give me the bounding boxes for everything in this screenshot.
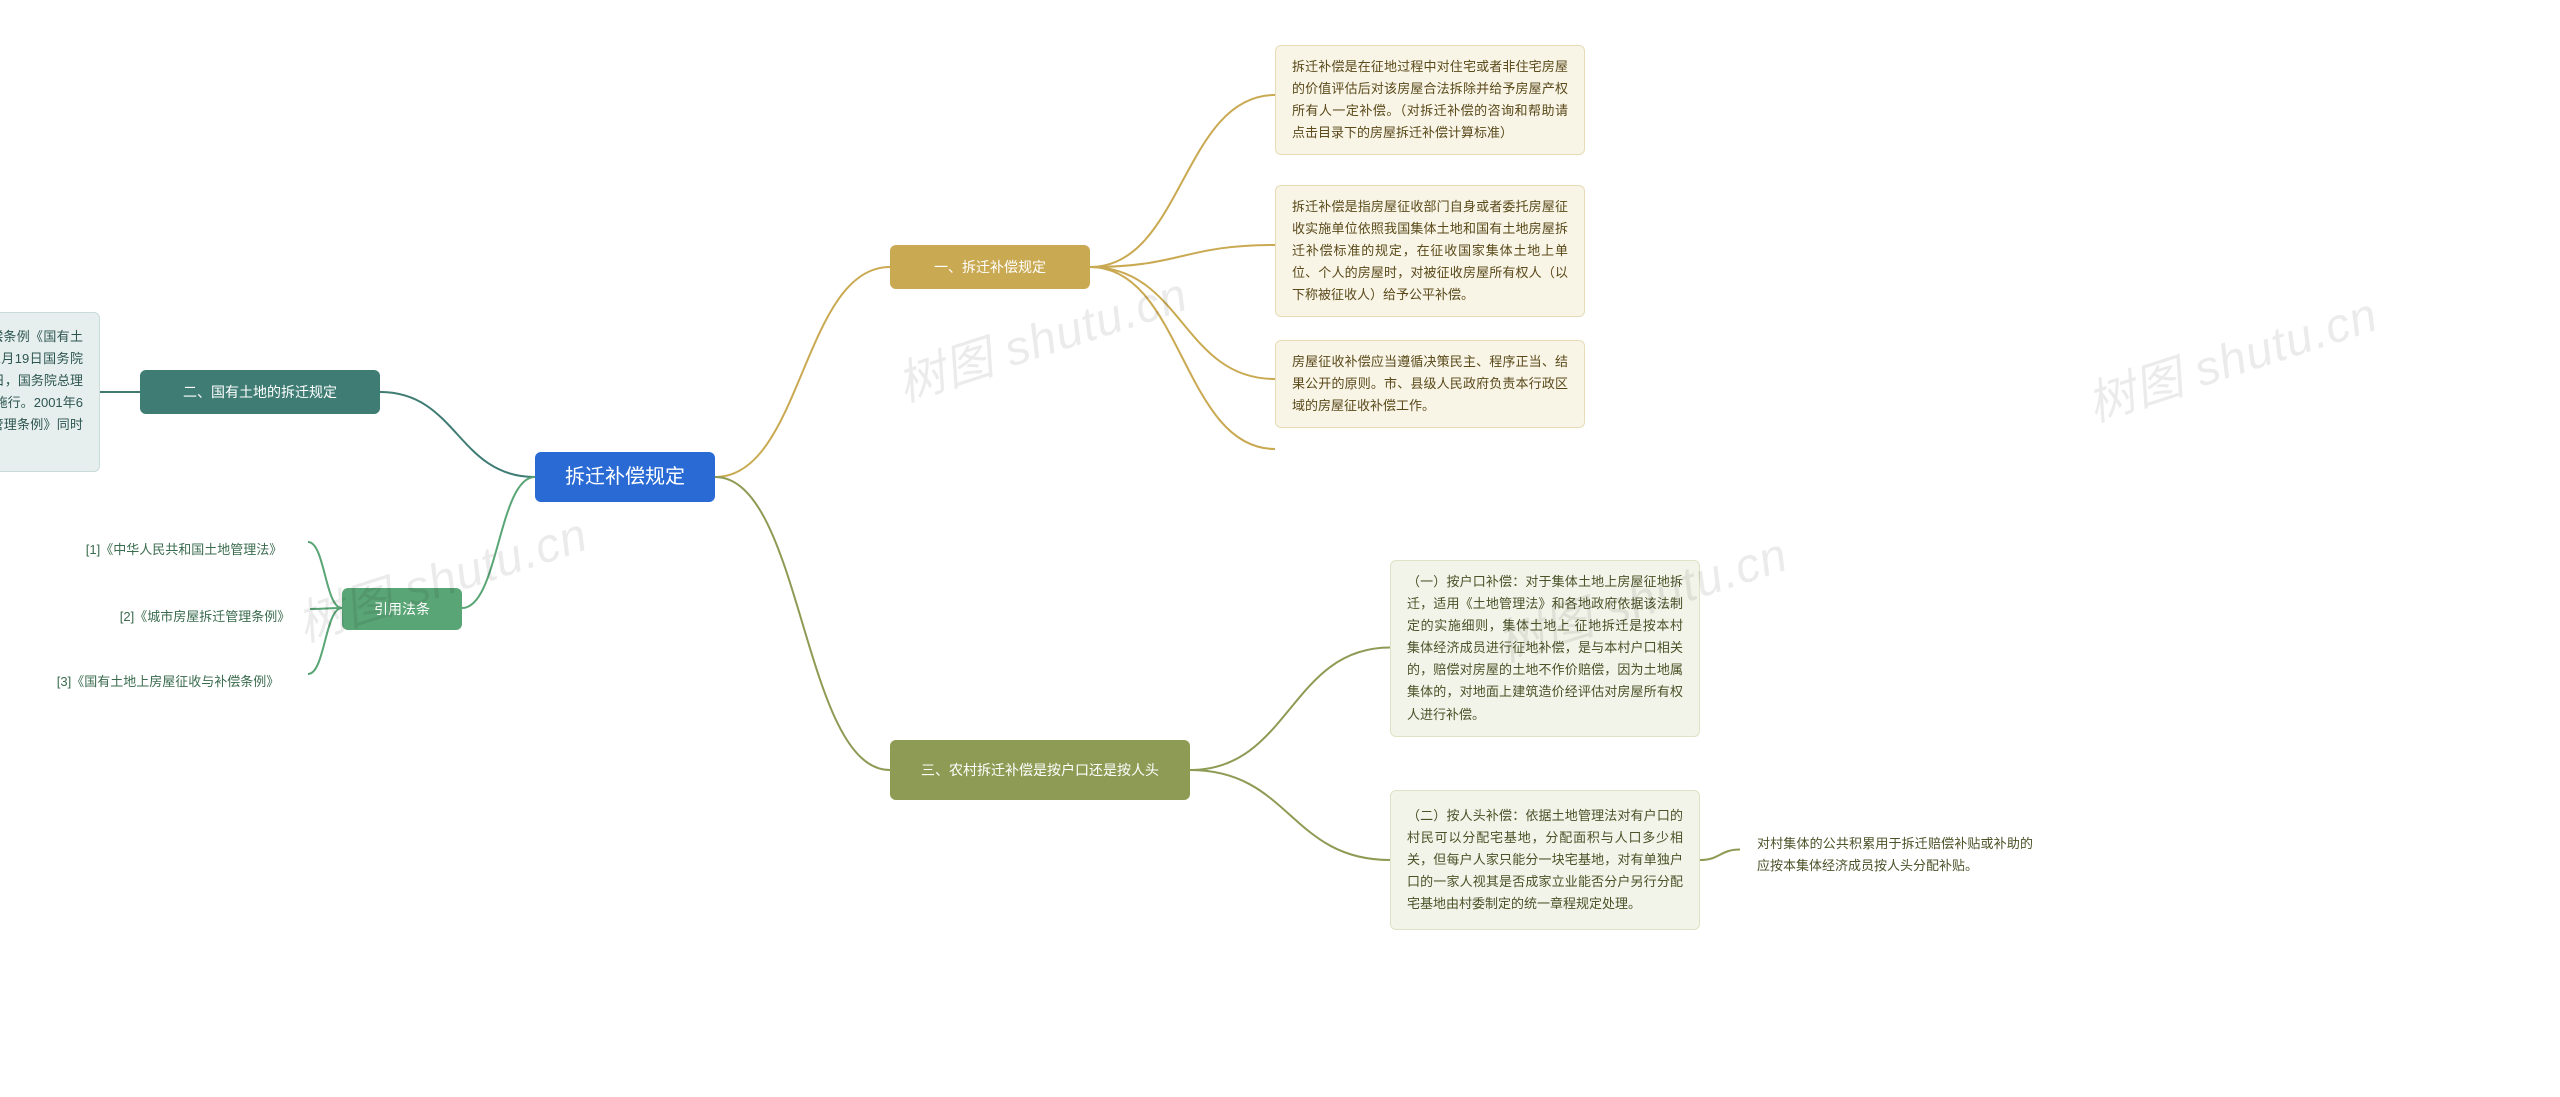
branch-b3[interactable]: 三、农村拆迁补偿是按户口还是按人头 xyxy=(890,740,1190,800)
leaf-b4c1[interactable]: [1]《中华人民共和国土地管理法》 xyxy=(60,528,308,572)
leaf-b1c2[interactable]: 拆迁补偿是指房屋征收部门自身或者委托房屋征收实施单位依照我国集体土地和国有土地房… xyxy=(1275,185,1585,317)
leaf-b1c1-label: 拆迁补偿是在征地过程中对住宅或者非住宅房屋的价值评估后对该房屋合法拆除并给予房屋… xyxy=(1292,56,1568,144)
leaf-b3c2[interactable]: （二）按人头补偿：依据土地管理法对有户口的村民可以分配宅基地，分配面积与人口多少… xyxy=(1390,790,1700,930)
leaf-b3c2a[interactable]: 对村集体的公共积累用于拆迁赔偿补贴或补助的应按本集体经济成员按人头分配补贴。 xyxy=(1740,822,2050,888)
leaf-b4c1-label: [1]《中华人民共和国土地管理法》 xyxy=(86,539,282,561)
root-label: 拆迁补偿规定 xyxy=(565,461,685,493)
leaf-b4c2[interactable]: [2]《城市房屋拆迁管理条例》 xyxy=(100,595,310,639)
watermark-3: 树图 shutu.cn xyxy=(2077,275,2386,435)
connector-layer xyxy=(0,0,2560,1097)
leaf-b2c1-label: 我国最新的国有土地拆迁（征收）补偿条例《国有土地上房屋征收与补偿条例》经2011… xyxy=(0,326,83,459)
branch-b4[interactable]: 引用法条 xyxy=(342,588,462,630)
root-node[interactable]: 拆迁补偿规定 xyxy=(535,452,715,502)
branch-b1[interactable]: 一、拆迁补偿规定 xyxy=(890,245,1090,289)
leaf-b4c3[interactable]: [3]《国有土地上房屋征收与补偿条例》 xyxy=(28,660,308,704)
leaf-b1c1[interactable]: 拆迁补偿是在征地过程中对住宅或者非住宅房屋的价值评估后对该房屋合法拆除并给予房屋… xyxy=(1275,45,1585,155)
leaf-b1c2-label: 拆迁补偿是指房屋征收部门自身或者委托房屋征收实施单位依照我国集体土地和国有土地房… xyxy=(1292,196,1568,306)
leaf-b3c1-label: （一）按户口补偿：对于集体土地上房屋征地拆迁，适用《土地管理法》和各地政府依据该… xyxy=(1407,571,1683,726)
branch-b2-label: 二、国有土地的拆迁规定 xyxy=(183,381,337,403)
branch-b3-label: 三、农村拆迁补偿是按户口还是按人头 xyxy=(921,759,1159,781)
leaf-b1c3[interactable]: 房屋征收补偿应当遵循决策民主、程序正当、结果公开的原则。市、县级人民政府负责本行… xyxy=(1275,340,1585,428)
leaf-b4c3-label: [3]《国有土地上房屋征收与补偿条例》 xyxy=(57,671,279,693)
branch-b1-label: 一、拆迁补偿规定 xyxy=(934,256,1046,278)
leaf-b2c1[interactable]: 我国最新的国有土地拆迁（征收）补偿条例《国有土地上房屋征收与补偿条例》经2011… xyxy=(0,312,100,472)
leaf-b3c2-label: （二）按人头补偿：依据土地管理法对有户口的村民可以分配宅基地，分配面积与人口多少… xyxy=(1407,805,1683,915)
branch-b4-label: 引用法条 xyxy=(374,598,430,620)
leaf-b4c2-label: [2]《城市房屋拆迁管理条例》 xyxy=(120,606,290,628)
leaf-b3c2a-label: 对村集体的公共积累用于拆迁赔偿补贴或补助的应按本集体经济成员按人头分配补贴。 xyxy=(1757,833,2033,877)
branch-b2[interactable]: 二、国有土地的拆迁规定 xyxy=(140,370,380,414)
leaf-b3c1[interactable]: （一）按户口补偿：对于集体土地上房屋征地拆迁，适用《土地管理法》和各地政府依据该… xyxy=(1390,560,1700,737)
watermark-0: 树图 shutu.cn xyxy=(287,495,596,655)
leaf-b1c3-label: 房屋征收补偿应当遵循决策民主、程序正当、结果公开的原则。市、县级人民政府负责本行… xyxy=(1292,351,1568,417)
leaf-b1c4[interactable] xyxy=(1275,445,1309,467)
